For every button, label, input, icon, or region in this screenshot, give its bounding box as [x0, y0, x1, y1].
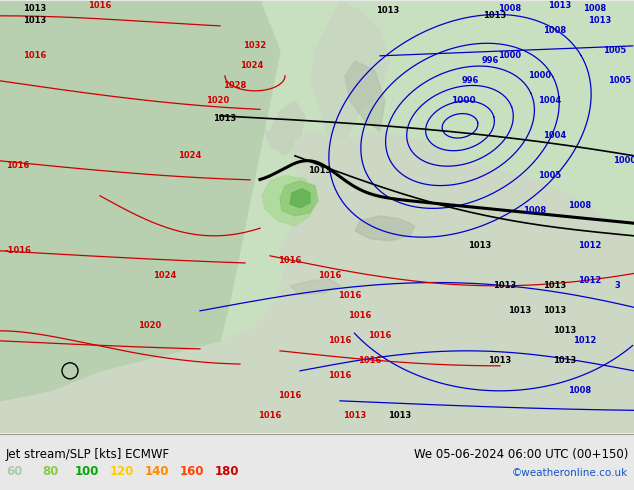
- Text: 1000: 1000: [528, 72, 552, 80]
- Polygon shape: [355, 216, 415, 241]
- Polygon shape: [0, 1, 280, 401]
- Text: 1008: 1008: [524, 206, 547, 215]
- Text: 1020: 1020: [207, 97, 230, 105]
- Text: 1032: 1032: [243, 41, 267, 50]
- Text: 1013: 1013: [508, 306, 532, 316]
- Text: 1016: 1016: [88, 1, 112, 10]
- Text: 1024: 1024: [153, 271, 177, 280]
- Text: 1013: 1013: [493, 281, 517, 290]
- Text: 1013: 1013: [553, 326, 577, 335]
- Text: 140: 140: [145, 465, 169, 478]
- Text: 1013: 1013: [543, 306, 567, 316]
- Text: 1013: 1013: [344, 411, 366, 420]
- Text: 80: 80: [42, 465, 58, 478]
- Text: 1024: 1024: [240, 61, 264, 71]
- Text: 1016: 1016: [339, 292, 361, 300]
- Text: ©weatheronline.co.uk: ©weatheronline.co.uk: [512, 468, 628, 478]
- Text: 1013: 1013: [588, 16, 612, 25]
- Text: 1000: 1000: [451, 97, 476, 105]
- Text: 1020: 1020: [138, 321, 162, 330]
- Polygon shape: [0, 131, 634, 433]
- Text: 1013: 1013: [308, 166, 332, 175]
- Text: 1013: 1013: [543, 281, 567, 290]
- Text: 1012: 1012: [573, 336, 597, 345]
- Text: 60: 60: [6, 465, 22, 478]
- Text: 1016: 1016: [278, 392, 302, 400]
- Text: 1008: 1008: [569, 386, 592, 395]
- Text: 1013: 1013: [469, 241, 491, 250]
- Text: 1013: 1013: [214, 114, 236, 123]
- Text: 1008: 1008: [569, 201, 592, 210]
- Polygon shape: [345, 61, 385, 131]
- Text: 996: 996: [462, 76, 479, 85]
- Text: 1008: 1008: [543, 26, 567, 35]
- Text: 1016: 1016: [318, 271, 342, 280]
- Polygon shape: [290, 279, 340, 295]
- Polygon shape: [290, 189, 310, 208]
- Text: 1000: 1000: [498, 51, 522, 60]
- Text: 1005: 1005: [538, 172, 562, 180]
- Text: 1013: 1013: [23, 4, 47, 13]
- Text: 1016: 1016: [258, 411, 281, 420]
- Text: 1016: 1016: [358, 356, 382, 366]
- Text: 1016: 1016: [6, 161, 30, 171]
- Text: 1028: 1028: [223, 81, 247, 90]
- Text: 1016: 1016: [278, 256, 302, 265]
- Text: 1012: 1012: [578, 276, 602, 285]
- Text: 1008: 1008: [498, 4, 522, 13]
- Text: 1016: 1016: [328, 371, 352, 380]
- Text: Jet stream/SLP [kts] ECMWF: Jet stream/SLP [kts] ECMWF: [6, 448, 170, 461]
- Text: 1004: 1004: [538, 97, 562, 105]
- Text: 1016: 1016: [23, 51, 47, 60]
- Text: -1016: -1016: [4, 246, 32, 255]
- Text: We 05-06-2024 06:00 UTC (00+150): We 05-06-2024 06:00 UTC (00+150): [413, 448, 628, 461]
- Text: 1013: 1013: [548, 1, 572, 10]
- Polygon shape: [265, 101, 305, 156]
- Text: 1024: 1024: [178, 151, 202, 160]
- Text: 1013: 1013: [488, 356, 512, 366]
- Text: 1005: 1005: [609, 76, 631, 85]
- Text: 1005: 1005: [604, 47, 626, 55]
- Polygon shape: [280, 181, 318, 216]
- Text: 120: 120: [110, 465, 134, 478]
- Text: 1016: 1016: [368, 331, 392, 341]
- Polygon shape: [262, 176, 315, 226]
- Text: 1013: 1013: [389, 411, 411, 420]
- Text: 1013: 1013: [377, 6, 399, 15]
- Text: 1004: 1004: [543, 131, 567, 140]
- Text: 1008: 1008: [583, 4, 607, 13]
- Text: 3: 3: [614, 281, 620, 290]
- Text: 1013: 1013: [23, 16, 47, 25]
- Text: 1016: 1016: [348, 311, 372, 320]
- Text: 100: 100: [75, 465, 100, 478]
- Text: 180: 180: [215, 465, 240, 478]
- Text: 1016: 1016: [328, 336, 352, 345]
- Text: 160: 160: [180, 465, 205, 478]
- Text: 1013: 1013: [553, 356, 577, 366]
- Text: 1013: 1013: [483, 11, 507, 20]
- Text: 1012: 1012: [578, 241, 602, 250]
- Polygon shape: [310, 1, 390, 151]
- Text: 996: 996: [481, 56, 499, 65]
- Text: 1000: 1000: [614, 156, 634, 165]
